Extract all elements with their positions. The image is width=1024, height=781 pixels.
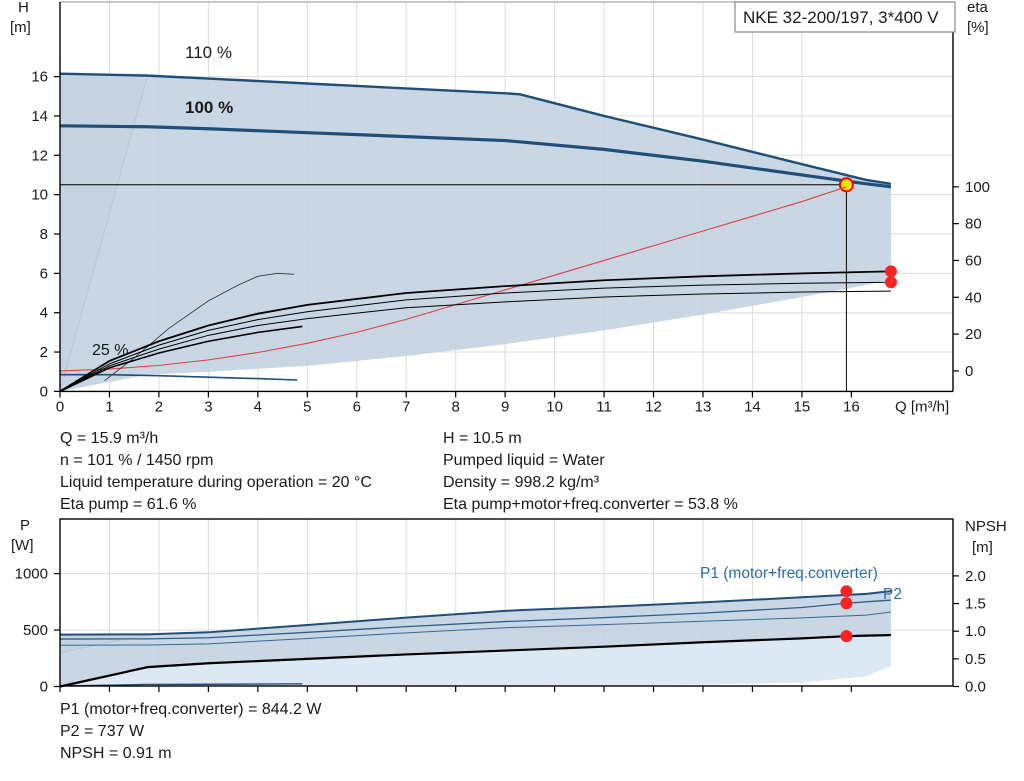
svg-text:1: 1 bbox=[105, 398, 113, 415]
svg-text:H: H bbox=[18, 0, 29, 16]
svg-text:15: 15 bbox=[794, 398, 811, 415]
svg-text:NPSH = 0.91 m: NPSH = 0.91 m bbox=[60, 745, 172, 762]
svg-text:0: 0 bbox=[56, 398, 64, 415]
svg-text:10: 10 bbox=[546, 398, 563, 415]
svg-text:2: 2 bbox=[40, 344, 48, 361]
svg-text:[W]: [W] bbox=[11, 537, 34, 554]
svg-text:P: P bbox=[20, 517, 30, 534]
svg-text:Q [m³/h]: Q [m³/h] bbox=[895, 398, 949, 415]
svg-text:Q = 15.9 m³/h: Q = 15.9 m³/h bbox=[60, 430, 158, 447]
svg-text:0.0: 0.0 bbox=[965, 679, 986, 696]
svg-text:100 %: 100 % bbox=[185, 98, 233, 117]
svg-text:8: 8 bbox=[452, 398, 460, 415]
svg-text:14: 14 bbox=[31, 108, 48, 125]
svg-text:8: 8 bbox=[40, 226, 48, 243]
svg-text:6: 6 bbox=[40, 265, 48, 282]
svg-text:0: 0 bbox=[965, 363, 973, 380]
svg-text:Eta pump+motor+freq.converter: Eta pump+motor+freq.converter = 53.8 % bbox=[443, 496, 738, 513]
svg-text:4: 4 bbox=[254, 398, 262, 415]
svg-text:20: 20 bbox=[965, 326, 982, 343]
svg-text:1000: 1000 bbox=[15, 566, 48, 583]
svg-text:P2: P2 bbox=[883, 586, 902, 603]
svg-text:9: 9 bbox=[501, 398, 509, 415]
svg-text:60: 60 bbox=[965, 252, 982, 269]
svg-text:NPSH: NPSH bbox=[965, 518, 1007, 535]
svg-text:Pumped liquid = Water: Pumped liquid = Water bbox=[443, 452, 605, 469]
svg-text:80: 80 bbox=[965, 216, 982, 233]
svg-text:2: 2 bbox=[155, 398, 163, 415]
svg-text:5: 5 bbox=[303, 398, 311, 415]
svg-text:1.0: 1.0 bbox=[965, 623, 986, 640]
svg-text:H = 10.5 m: H = 10.5 m bbox=[443, 430, 522, 447]
svg-text:1.5: 1.5 bbox=[965, 596, 986, 613]
svg-text:0: 0 bbox=[40, 679, 48, 696]
svg-text:16: 16 bbox=[843, 398, 860, 415]
svg-text:[m]: [m] bbox=[10, 19, 31, 36]
svg-text:Eta pump = 61.6 %: Eta pump = 61.6 % bbox=[60, 496, 197, 513]
svg-text:11: 11 bbox=[596, 398, 612, 415]
svg-text:eta: eta bbox=[967, 0, 989, 16]
svg-text:100: 100 bbox=[965, 179, 990, 196]
svg-text:Density = 998.2 kg/m³: Density = 998.2 kg/m³ bbox=[443, 474, 600, 491]
svg-text:2.0: 2.0 bbox=[965, 568, 986, 585]
svg-text:[%]: [%] bbox=[967, 19, 989, 36]
svg-text:16: 16 bbox=[31, 69, 48, 86]
svg-text:3: 3 bbox=[204, 398, 212, 415]
svg-text:25 %: 25 % bbox=[92, 342, 128, 359]
svg-text:NKE 32-200/197, 3*400 V: NKE 32-200/197, 3*400 V bbox=[743, 8, 939, 27]
svg-text:12: 12 bbox=[645, 398, 662, 415]
svg-text:110 %: 110 % bbox=[185, 43, 232, 62]
svg-text:P1 (motor+freq.converter) = 84: P1 (motor+freq.converter) = 844.2 W bbox=[60, 701, 322, 718]
svg-text:13: 13 bbox=[695, 398, 712, 415]
svg-text:6: 6 bbox=[353, 398, 361, 415]
svg-text:[m]: [m] bbox=[972, 539, 993, 556]
svg-text:P2 = 737 W: P2 = 737 W bbox=[60, 723, 145, 740]
svg-text:Liquid temperature during oper: Liquid temperature during operation = 20… bbox=[60, 474, 372, 491]
svg-text:10: 10 bbox=[31, 187, 48, 204]
svg-text:40: 40 bbox=[965, 289, 982, 306]
svg-text:7: 7 bbox=[402, 398, 410, 415]
svg-text:P1 (motor+freq.converter): P1 (motor+freq.converter) bbox=[700, 565, 878, 582]
svg-text:4: 4 bbox=[40, 305, 48, 322]
svg-text:500: 500 bbox=[23, 622, 48, 639]
svg-text:14: 14 bbox=[744, 398, 761, 415]
svg-text:0: 0 bbox=[40, 383, 48, 400]
svg-text:0.5: 0.5 bbox=[965, 651, 986, 668]
svg-text:12: 12 bbox=[31, 147, 48, 164]
svg-text:n = 101 % / 1450 rpm: n = 101 % / 1450 rpm bbox=[60, 452, 213, 469]
